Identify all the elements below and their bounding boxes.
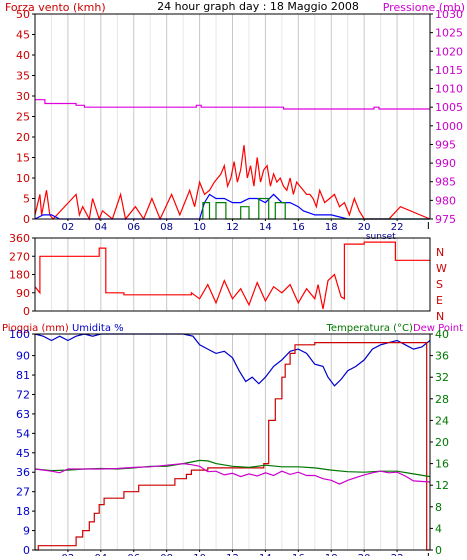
left-tick-label: 9	[23, 525, 30, 538]
right-tick-label: 1010	[435, 83, 463, 96]
right-tick-label: 20	[435, 436, 449, 449]
right-tick-label: 1005	[435, 101, 463, 114]
wind-speed-axis-title: Forza vento (kmh)	[5, 1, 106, 14]
right-tick-label: 0	[435, 544, 442, 556]
series-line-p2-1	[34, 241, 430, 310]
left-tick-label: 15	[16, 152, 30, 165]
left-tick-label: 18	[16, 505, 30, 518]
left-tick-label: 35	[16, 70, 30, 83]
right-tick-label: 36	[435, 350, 449, 363]
panels-layer: 0510152025303540455097598098599099510001…	[9, 8, 463, 560]
hour-label: 12	[226, 222, 239, 233]
left-tick-label: 81	[16, 369, 30, 382]
right-tick-label: 1025	[435, 27, 463, 40]
left-tick-label: 180	[9, 269, 30, 282]
temperature-label: Temperatura (°C)	[325, 323, 413, 334]
right-tick-label: 995	[435, 138, 456, 151]
left-tick-label: 50	[16, 8, 30, 21]
series-line-umidita-	[34, 333, 431, 387]
left-tick-label: 54	[16, 427, 30, 440]
left-tick-label: 27	[16, 486, 30, 499]
left-tick-label: 0	[23, 213, 30, 226]
left-tick-label: 36	[16, 466, 30, 479]
right-tick-label: 32	[435, 371, 449, 384]
sunset-marker-label: sunset	[366, 232, 396, 242]
right-tick-label: 28	[435, 393, 449, 406]
right-tick-label: 975	[435, 213, 456, 226]
left-tick-label: 30	[16, 90, 30, 103]
chart-title: 24 hour graph day : 18 Maggio 2008	[157, 0, 359, 13]
left-tick-label: 5	[23, 193, 30, 206]
right-tick-label: 1020	[435, 45, 463, 58]
rain-humidity-axis-title: Pioggia (mm) Umidita %	[2, 323, 124, 334]
hour-label: 08	[160, 222, 173, 233]
direction-letter-label: S	[436, 278, 443, 291]
direction-letter-label: N	[436, 246, 444, 259]
panel-3: 0 9 18 27 36 45 54 63 72 81 90 100 0 4 8 12 16 20 24 28 32 36…	[9, 328, 449, 560]
left-tick-label: 90	[16, 287, 30, 300]
rain-label: Pioggia (mm)	[2, 323, 69, 334]
left-tick-label: 45	[16, 447, 30, 460]
right-tick-label: 1015	[435, 64, 463, 77]
series-line-dew-point	[34, 462, 431, 485]
hour-label: 04	[94, 222, 107, 233]
direction-letter-label: E	[436, 294, 443, 307]
left-tick-label: 20	[16, 131, 30, 144]
left-tick-label: 25	[16, 111, 30, 124]
left-tick-label: 0	[23, 305, 30, 318]
right-tick-label: 40	[435, 328, 449, 341]
dewpoint-label: Dew Point	[413, 323, 463, 334]
panel-frame	[34, 237, 431, 312]
left-tick-label: 90	[16, 350, 30, 363]
hour-label: 16	[292, 222, 305, 233]
left-tick-label: 100	[9, 328, 30, 341]
temperature-dewpoint-axis-title: Temperatura (°C)Dew Point	[325, 323, 463, 334]
right-tick-label: 4	[435, 522, 442, 535]
hour-label: 06	[127, 222, 140, 233]
direction-letter-label: N	[436, 310, 444, 323]
left-tick-label: 45	[16, 29, 30, 42]
humidity-label: Umidita %	[72, 323, 124, 334]
right-tick-label: 1030	[435, 8, 463, 21]
left-tick-label: 360	[9, 232, 30, 245]
hour-label: 22	[391, 222, 404, 233]
hour-label: 18	[325, 222, 338, 233]
left-tick-label: 40	[16, 49, 30, 62]
right-tick-label: 990	[435, 157, 456, 170]
series-line-p1-4	[199, 197, 430, 220]
left-tick-label: 0	[23, 544, 30, 556]
series-line-p1-1	[35, 99, 430, 110]
left-tick-label: 270	[9, 250, 30, 263]
right-tick-label: 12	[435, 479, 449, 492]
direction-letter-label: W	[436, 262, 447, 275]
left-tick-label: 72	[16, 388, 30, 401]
hour-label: 14	[259, 222, 272, 233]
left-tick-label: 10	[16, 172, 30, 185]
left-tick-label: 63	[16, 408, 30, 421]
series-line-pioggia-mm-	[35, 342, 430, 551]
hour-label: 20	[358, 222, 371, 233]
right-tick-label: 16	[435, 458, 449, 471]
hour-label: 02	[62, 222, 75, 233]
pressure-axis-title: Pressione (mb)	[383, 1, 465, 14]
right-tick-label: 980	[435, 194, 456, 207]
right-tick-label: 985	[435, 176, 456, 189]
right-tick-label: 8	[435, 501, 442, 514]
panel-1: 0510152025303540455097598098599099510001…	[16, 8, 463, 242]
right-tick-label: 24	[435, 414, 449, 427]
right-tick-label: 1000	[435, 120, 463, 133]
hour-label: 10	[193, 222, 206, 233]
